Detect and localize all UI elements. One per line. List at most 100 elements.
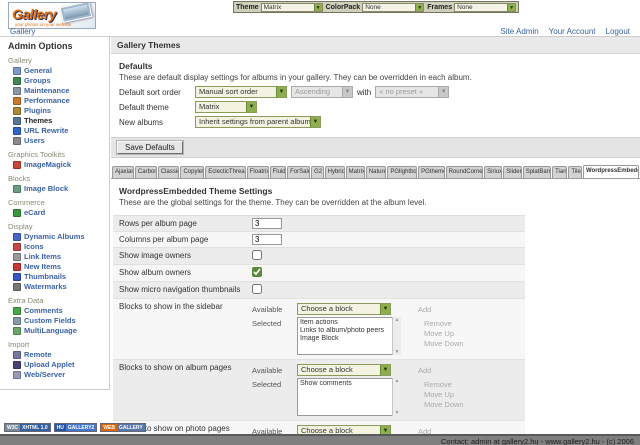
scroll-down-icon[interactable]: ▼ [394,349,400,355]
album-blocks-move-up-link[interactable]: Move Up [424,390,455,399]
sidebar-item[interactable]: Thumbnails [13,272,107,281]
theme-tab[interactable]: WordpressEmbedded [582,165,640,178]
sidebar-item[interactable]: MultiLanguage [13,326,107,335]
sidebar-item[interactable]: ImageMagick [13,160,107,169]
sidebar-item-link[interactable]: New Items [24,262,62,271]
sidebar-item-link[interactable]: Upload Applet [24,360,75,369]
validation-badge[interactable]: WEB GALLERY [100,423,146,432]
sidebar-item[interactable]: Dynamic Albums [13,232,107,241]
sidebar-item[interactable]: Custom Fields [13,316,107,325]
sidebar-item[interactable]: Remote [13,350,107,359]
sidebar-item-link[interactable]: Comments [24,306,63,315]
selected-block-option[interactable]: Links to album/photo peers [300,327,385,334]
scroll-down-icon[interactable]: ▼ [394,410,400,416]
default-theme-select[interactable]: Matrix ▼ [195,101,257,113]
sidebar-item-link[interactable]: Remote [24,350,52,359]
selected-block-option[interactable]: Item actions [300,319,338,326]
photo-blocks-add-link[interactable]: Add [418,427,432,436]
sidebar-item-link[interactable]: Themes [24,116,53,125]
account-nav-link[interactable]: Site Admin [500,27,539,36]
sidebar-blocks-remove-link[interactable]: Remove [424,319,452,328]
sidebar-item[interactable]: Link Items [13,252,107,261]
sidebar-item-link[interactable]: ImageMagick [24,160,72,169]
sidebar-item[interactable]: New Items [13,262,107,271]
sidebar-item[interactable]: Image Block [13,184,107,193]
sidebar-item[interactable]: Watermarks [13,282,107,291]
sidebar-item[interactable]: Users [13,136,107,145]
sidebar-item[interactable]: General [13,66,107,75]
sidebar-item[interactable]: Upload Applet [13,360,107,369]
sidebar-blocks-add-link[interactable]: Add [418,305,432,314]
sidebar-item-link[interactable]: Web/Server [24,370,66,379]
sidebar-item-link[interactable]: Dynamic Albums [24,232,85,241]
theme-tab[interactable]: EclecticThreads [205,166,246,178]
theme-tab[interactable]: Tian [552,166,568,178]
theme-bar-select[interactable]: None ▼ [362,2,425,12]
show-image-owners-checkbox[interactable] [252,250,262,260]
theme-bar-select[interactable]: None ▼ [454,2,517,12]
sidebar-item-link[interactable]: Custom Fields [24,316,76,325]
listbox-scrollbar[interactable]: ▲▼ [392,378,401,416]
theme-tab[interactable]: Floatrix [246,166,269,178]
theme-tab[interactable]: Matrix [345,166,365,178]
sidebar-item-link[interactable]: Maintenance [24,86,70,95]
theme-tab[interactable]: RoundCorners [445,166,484,178]
sidebar-item-link[interactable]: Plugins [24,106,52,115]
default-sort-order-select[interactable]: Manual sort order ▼ [195,86,287,98]
selected-block-option[interactable]: Image Block [300,335,339,342]
sidebar-item[interactable]: Performance [13,96,107,105]
validation-badge[interactable]: HU GALLERY2 [53,423,98,432]
cols-per-page-input[interactable] [252,234,282,245]
selected-block-option[interactable]: Show comments [300,380,352,387]
sidebar-item-link[interactable]: Users [24,136,45,145]
show-micro-nav-checkbox[interactable] [252,284,262,294]
sidebar-item-link[interactable]: URL Rewrite [24,126,69,135]
gallery-logo[interactable]: Gallery your photos on your website [8,2,96,29]
sidebar-blocks-move-up-link[interactable]: Move Up [424,329,455,338]
theme-tab[interactable]: G2 [311,166,324,178]
sidebar-item-link[interactable]: Icons [24,242,44,251]
sidebar-blocks-available-select[interactable]: Choose a block ▼ [297,303,391,315]
scroll-up-icon[interactable]: ▲ [394,317,400,323]
album-blocks-available-select[interactable]: Choose a block ▼ [297,364,391,376]
sidebar-item[interactable]: Web/Server [13,370,107,379]
sidebar-item-link[interactable]: Groups [24,76,51,85]
theme-tab[interactable]: Hybrid [324,166,345,178]
scroll-up-icon[interactable]: ▲ [394,378,400,384]
account-nav-link[interactable]: Logout [605,27,630,36]
sidebar-item-link[interactable]: Watermarks [24,282,67,291]
sidebar-item-link[interactable]: Image Block [24,184,69,193]
theme-tab[interactable]: Ajaxian [112,166,134,178]
sidebar-blocks-selected-list[interactable]: Item actions Links to album/photo peers Im… [297,317,401,355]
album-blocks-remove-link[interactable]: Remove [424,380,452,389]
theme-tab[interactable]: Siriux [484,166,503,178]
sidebar-item-link[interactable]: eCard [24,208,46,217]
sidebar-item[interactable]: eCard [13,208,107,217]
sidebar-item[interactable]: Comments [13,306,107,315]
sidebar-item-link[interactable]: Link Items [24,252,62,261]
sidebar-item[interactable]: Themes [13,116,107,125]
album-blocks-move-down-link[interactable]: Move Down [424,400,464,409]
listbox-scrollbar[interactable]: ▲▼ [392,317,401,355]
sidebar-item[interactable]: Maintenance [13,86,107,95]
theme-tab[interactable]: Tile [568,166,582,178]
sidebar-item[interactable]: Icons [13,242,107,251]
sidebar-item[interactable]: URL Rewrite [13,126,107,135]
theme-tab[interactable]: Copyleft [180,166,205,178]
sidebar-item[interactable]: Groups [13,76,107,85]
theme-bar-select[interactable]: Matrix ▼ [260,2,323,12]
save-defaults-button[interactable]: Save Defaults [116,140,184,155]
theme-tab[interactable]: ForSale [287,166,311,178]
theme-tab[interactable]: Carbon [134,166,157,178]
sidebar-item-link[interactable]: Performance [24,96,70,105]
theme-tab[interactable]: Nature [365,166,387,178]
sidebar-item-link[interactable]: MultiLanguage [24,326,77,335]
sidebar-item-link[interactable]: General [24,66,52,75]
breadcrumb-gallery-link[interactable]: Gallery [10,27,36,36]
sidebar-blocks-move-down-link[interactable]: Move Down [424,339,464,348]
validation-badge[interactable]: W3C XHTML 1.0 [4,423,51,432]
theme-tab[interactable]: Fluid [269,166,287,178]
theme-tab[interactable]: PGlightbox [387,166,418,178]
account-nav-link[interactable]: Your Account [548,27,596,36]
theme-tab[interactable]: Classic [157,166,180,178]
